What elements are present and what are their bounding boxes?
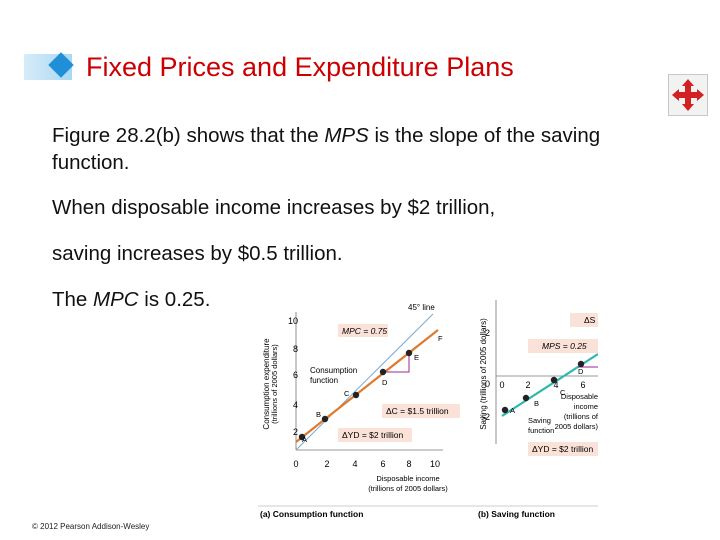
point-d-label: D <box>382 378 388 387</box>
panel-saving: Saving (trillions of 2005 dollars) 2 0 –… <box>478 300 646 519</box>
step-triangle <box>383 353 410 373</box>
point-a-label: A <box>302 435 307 444</box>
b-point-a <box>501 406 509 414</box>
delta-c-label: ΔC = $1.5 trillion <box>386 406 449 416</box>
b-ylabel: Saving (trillions of 2005 dollars) <box>479 318 488 430</box>
mps-label: MPS = 0.25 <box>542 341 587 351</box>
consumption-function-line <box>295 329 439 443</box>
b-xlabel-3: (trillions of <box>564 412 598 421</box>
b-point-b-label: B <box>534 399 539 408</box>
move-arrows-icon <box>672 79 704 111</box>
point-e <box>405 349 413 357</box>
a-ytick: 4 <box>293 400 298 410</box>
a-xtick: 6 <box>380 459 385 469</box>
b-point-c <box>550 376 558 384</box>
consumption-curve-label: Consumption <box>310 366 357 375</box>
line45-label: 45° line <box>408 303 435 312</box>
b-ytick: 2 <box>485 328 490 338</box>
point-f-label: F <box>438 334 443 343</box>
para1-emphasis: MPS <box>324 124 369 147</box>
mps-box <box>528 339 598 353</box>
para1-text-end: is the slope of the saving function. <box>52 124 601 174</box>
caption-b: (b) Saving function <box>478 509 555 519</box>
copyright-footer: © 2012 Pearson Addison-Wesley <box>32 522 150 531</box>
b-xlabel-1: Disposable <box>561 392 598 401</box>
b-xlabel-2: income <box>574 402 598 411</box>
delta-yd-box-b <box>528 442 598 456</box>
delta-yd-label-b: ΔYD = $2 trillion <box>532 444 593 454</box>
mpc-label: MPC = 0.75 <box>342 326 387 336</box>
b-point-a-label: A <box>510 406 515 415</box>
b-point-d-label: D <box>578 367 584 376</box>
point-d <box>379 368 387 376</box>
a-xtick: 10 <box>430 459 440 469</box>
saving-curve-label: Saving <box>528 416 551 425</box>
a-xlabel-2: (trillions of 2005 dollars) <box>368 484 448 493</box>
delta-yd-box-a <box>338 428 412 442</box>
a-ytick: 10 <box>288 316 298 326</box>
mpc-label-box <box>338 324 388 337</box>
line-45-degree <box>295 313 434 451</box>
paragraph-saving-increase: saving increases by $0.5 trillion. <box>52 242 343 265</box>
a-xtick: 2 <box>324 459 329 469</box>
paragraph-income-increase: When disposable income increases by $2 t… <box>52 196 496 219</box>
paragraph-mpc: The MPC is 0.25. <box>52 286 210 313</box>
panel-consumption: Consumption expenditure (trillions of 20… <box>258 303 598 519</box>
a-xlabel-1: Disposable income <box>376 474 439 483</box>
delta-c-box <box>382 404 460 418</box>
move-arrows-button[interactable] <box>668 74 708 116</box>
delta-s-box <box>570 313 598 327</box>
para4-text-end: is 0.25. <box>138 288 211 311</box>
point-b <box>321 415 329 423</box>
point-c-label: C <box>344 389 350 398</box>
b-point-b <box>522 394 530 402</box>
point-b-label: B <box>316 410 321 419</box>
a-ytick: 8 <box>293 344 298 354</box>
b-xtick: 6 <box>580 380 585 390</box>
b-xtick: 4 <box>553 380 558 390</box>
saving-curve-label-2: function <box>528 426 554 435</box>
a-ytick: 6 <box>293 370 298 380</box>
para1-text: Figure 28.2(b) shows that the <box>52 124 325 147</box>
point-c <box>352 391 360 399</box>
caption-a: (a) Consumption function <box>260 509 363 519</box>
slide-title: Fixed Prices and Expenditure Plans <box>86 52 514 82</box>
b-ytick: –2 <box>480 412 490 422</box>
a-ytick: 2 <box>293 427 298 437</box>
paragraph-mps: Figure 28.2(b) shows that the MPS is the… <box>52 122 652 176</box>
b-xtick: 2 <box>525 380 530 390</box>
consumption-curve-label-2: function <box>310 376 338 385</box>
b-xlabel-4: 2005 dollars) <box>555 422 598 431</box>
para4-emphasis: MPC <box>93 288 139 311</box>
point-a <box>298 433 306 441</box>
a-xtick: 0 <box>293 459 298 469</box>
b-xtick: 0 <box>499 380 504 390</box>
b-point-c-label: C <box>560 388 566 397</box>
a-ylabel-2: (trillions of 2005 dollars) <box>270 344 279 424</box>
point-e-label: E <box>414 353 419 362</box>
delta-yd-label-a: ΔYD = $2 trillion <box>342 430 403 440</box>
b-ytick: 0 <box>485 379 490 389</box>
a-xtick: 8 <box>406 459 411 469</box>
a-ylabel-1: Consumption expenditure <box>262 338 271 430</box>
delta-s-label: ΔS = $0.5 trillion <box>584 315 598 325</box>
para4-text: The <box>52 288 94 311</box>
b-point-d <box>577 360 585 368</box>
figure-28-2: Consumption expenditure (trillions of 20… <box>258 292 646 531</box>
a-xtick: 4 <box>352 459 357 469</box>
